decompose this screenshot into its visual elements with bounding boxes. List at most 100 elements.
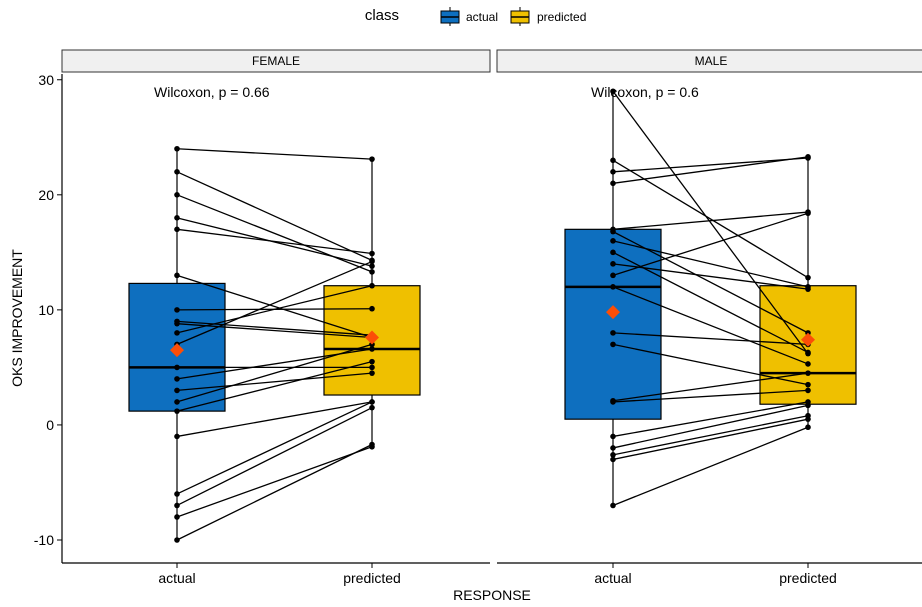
pair-line bbox=[612, 415, 809, 456]
pair-line bbox=[176, 401, 373, 438]
point-predicted bbox=[369, 346, 375, 352]
point-actual bbox=[610, 272, 616, 279]
point-actual bbox=[174, 376, 180, 382]
point-predicted bbox=[369, 269, 375, 275]
pair-line bbox=[176, 285, 373, 334]
x-tick-label: predicted bbox=[779, 570, 837, 586]
pair-line bbox=[176, 443, 373, 541]
pair-line bbox=[612, 332, 809, 346]
y-tick-label: 30 bbox=[38, 72, 54, 88]
pair-line bbox=[176, 171, 373, 261]
point-actual bbox=[174, 169, 180, 175]
x-axis-title: RESPONSE bbox=[453, 587, 531, 603]
legend: class actual predicted bbox=[365, 7, 586, 26]
pair-line bbox=[612, 211, 809, 230]
point-actual bbox=[174, 320, 180, 327]
test-label-female: Wilcoxon, p = 0.66 bbox=[154, 84, 270, 100]
pair-line bbox=[612, 90, 809, 354]
point-predicted bbox=[369, 305, 375, 312]
point-predicted bbox=[369, 263, 375, 269]
pair-line bbox=[612, 212, 809, 276]
point-predicted bbox=[805, 361, 811, 367]
point-actual bbox=[610, 397, 616, 404]
point-predicted bbox=[369, 156, 375, 162]
point-actual bbox=[174, 537, 180, 543]
pair-line bbox=[176, 372, 373, 392]
pair-line bbox=[176, 260, 373, 345]
legend-key-actual bbox=[440, 7, 460, 26]
mean-marker-predicted-male bbox=[801, 332, 815, 347]
y-tick-label: 0 bbox=[46, 417, 54, 433]
pair-line bbox=[176, 401, 373, 495]
x-tick-label: actual bbox=[594, 570, 631, 586]
strip-female: FEMALE bbox=[61, 49, 491, 73]
point-actual bbox=[610, 284, 616, 290]
panel-male bbox=[564, 88, 857, 509]
point-actual bbox=[174, 272, 180, 279]
point-predicted bbox=[369, 358, 375, 365]
point-actual bbox=[610, 249, 616, 256]
point-actual bbox=[610, 341, 616, 348]
pair-line bbox=[612, 286, 809, 365]
point-predicted bbox=[369, 258, 375, 265]
x-tick-label: predicted bbox=[343, 570, 401, 586]
pair-line bbox=[176, 194, 373, 273]
legend-title: class bbox=[365, 7, 399, 24]
pair-line bbox=[612, 401, 809, 438]
y-tick-label: 20 bbox=[38, 187, 54, 203]
pair-line bbox=[176, 274, 373, 339]
pair-line bbox=[612, 426, 809, 507]
point-predicted bbox=[369, 441, 375, 448]
pair-line bbox=[612, 418, 809, 461]
pair-line bbox=[176, 148, 373, 160]
pair-line bbox=[176, 446, 373, 518]
point-actual bbox=[610, 456, 616, 463]
point-predicted bbox=[805, 402, 811, 409]
point-predicted bbox=[369, 370, 375, 376]
point-actual bbox=[174, 145, 180, 152]
legend-label-actual: actual bbox=[466, 10, 498, 24]
y-tick-label: 10 bbox=[38, 302, 54, 318]
panel-female bbox=[128, 145, 421, 543]
mean-marker-actual-male bbox=[606, 305, 620, 320]
point-actual bbox=[174, 364, 180, 371]
mean-marker-actual-female bbox=[170, 343, 184, 358]
legend-key-predicted bbox=[510, 7, 530, 26]
pair-line bbox=[176, 320, 373, 336]
point-predicted bbox=[805, 154, 811, 160]
pair-line bbox=[612, 251, 809, 354]
pair-line bbox=[176, 343, 373, 403]
point-actual bbox=[610, 445, 616, 451]
point-actual bbox=[610, 180, 616, 187]
pair-line bbox=[176, 361, 373, 412]
pair-line bbox=[176, 407, 373, 507]
box-actual-male bbox=[564, 228, 662, 420]
point-actual bbox=[610, 433, 616, 440]
point-predicted bbox=[369, 364, 375, 371]
strip-label-female: FEMALE bbox=[252, 54, 300, 68]
point-predicted bbox=[805, 274, 811, 281]
y-axis: -10 0 10 20 30 bbox=[34, 72, 63, 563]
pair-line bbox=[612, 263, 809, 290]
point-actual bbox=[610, 330, 616, 336]
point-predicted bbox=[369, 404, 375, 411]
pair-line bbox=[612, 240, 809, 288]
pair-line bbox=[176, 323, 373, 339]
point-predicted bbox=[369, 282, 375, 289]
y-tick-label: -10 bbox=[34, 532, 54, 548]
point-actual bbox=[174, 433, 180, 440]
point-actual bbox=[610, 157, 616, 164]
point-actual bbox=[174, 514, 180, 520]
point-predicted bbox=[369, 399, 375, 405]
pair-line bbox=[612, 157, 809, 173]
point-actual bbox=[610, 238, 616, 244]
point-predicted bbox=[805, 381, 811, 388]
point-actual bbox=[174, 387, 180, 394]
test-label-male: Wilcoxon, p = 0.6 bbox=[591, 84, 699, 100]
point-predicted bbox=[805, 370, 811, 376]
strip-label-male: MALE bbox=[695, 54, 728, 68]
point-actual bbox=[174, 399, 180, 405]
point-actual bbox=[610, 228, 616, 235]
point-actual bbox=[174, 491, 180, 497]
